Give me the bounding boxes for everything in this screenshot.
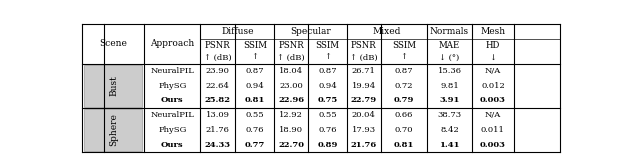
- Bar: [84, 109, 143, 151]
- Text: 22.64: 22.64: [205, 82, 230, 90]
- Text: PhySG: PhySG: [158, 82, 186, 90]
- Text: NeuralPIL: NeuralPIL: [150, 67, 194, 75]
- Text: 0.89: 0.89: [317, 141, 338, 149]
- Text: 8.42: 8.42: [440, 126, 459, 134]
- Text: MAE: MAE: [439, 41, 460, 50]
- Text: 38.73: 38.73: [438, 111, 461, 119]
- Text: 0.79: 0.79: [394, 97, 414, 105]
- Text: 0.76: 0.76: [318, 126, 337, 134]
- Text: 1.41: 1.41: [439, 141, 460, 149]
- Text: 22.70: 22.70: [278, 141, 304, 149]
- Text: 15.36: 15.36: [438, 67, 461, 75]
- Text: NeuralPIL: NeuralPIL: [150, 111, 194, 119]
- Text: 18.90: 18.90: [279, 126, 303, 134]
- Text: 0.77: 0.77: [244, 141, 265, 149]
- Text: 24.33: 24.33: [205, 141, 230, 149]
- Text: 0.87: 0.87: [246, 67, 264, 75]
- Text: N/A: N/A: [484, 67, 501, 75]
- Text: 0.76: 0.76: [246, 126, 264, 134]
- Text: 0.94: 0.94: [318, 82, 337, 90]
- Text: 0.81: 0.81: [394, 141, 414, 149]
- Text: 0.003: 0.003: [480, 141, 506, 149]
- Text: Mesh: Mesh: [481, 27, 506, 36]
- Text: 22.79: 22.79: [351, 97, 377, 105]
- Text: N/A: N/A: [484, 111, 501, 119]
- Text: 0.55: 0.55: [246, 111, 264, 119]
- Text: Sphere: Sphere: [109, 114, 118, 146]
- Text: 3.91: 3.91: [439, 97, 460, 105]
- Text: 21.76: 21.76: [351, 141, 377, 149]
- Text: Bust: Bust: [109, 75, 118, 96]
- Text: PSNR: PSNR: [351, 41, 376, 50]
- Text: 18.04: 18.04: [279, 67, 303, 75]
- Text: 22.96: 22.96: [278, 97, 305, 105]
- Text: 0.003: 0.003: [480, 97, 506, 105]
- Text: 0.70: 0.70: [395, 126, 413, 134]
- Text: 13.09: 13.09: [205, 111, 230, 119]
- Text: 0.011: 0.011: [481, 126, 505, 134]
- Text: 0.81: 0.81: [244, 97, 265, 105]
- Text: PhySG: PhySG: [158, 126, 186, 134]
- Text: 0.87: 0.87: [318, 67, 337, 75]
- Text: ↑: ↑: [324, 53, 331, 61]
- Text: 20.04: 20.04: [352, 111, 376, 119]
- Text: Diffuse: Diffuse: [221, 27, 253, 36]
- Text: 26.71: 26.71: [352, 67, 376, 75]
- Text: 0.012: 0.012: [481, 82, 505, 90]
- Text: Specular: Specular: [291, 27, 331, 36]
- Text: 0.66: 0.66: [395, 111, 413, 119]
- Text: Ours: Ours: [161, 141, 184, 149]
- Text: ↓: ↓: [490, 53, 497, 61]
- Text: 9.81: 9.81: [440, 82, 459, 90]
- Text: ↑: ↑: [401, 53, 408, 61]
- Bar: [84, 65, 143, 107]
- Text: ↓ (°): ↓ (°): [440, 53, 460, 61]
- Text: 21.76: 21.76: [205, 126, 230, 134]
- Text: SSIM: SSIM: [316, 41, 339, 50]
- Text: Approach: Approach: [150, 39, 195, 48]
- Text: SSIM: SSIM: [243, 41, 267, 50]
- Text: 25.82: 25.82: [205, 97, 230, 105]
- Text: SSIM: SSIM: [392, 41, 416, 50]
- Text: Ours: Ours: [161, 97, 184, 105]
- Text: PSNR: PSNR: [278, 41, 304, 50]
- Text: 12.92: 12.92: [279, 111, 303, 119]
- Text: ↑ (dB): ↑ (dB): [204, 53, 232, 61]
- Text: Mixed: Mixed: [373, 27, 401, 36]
- Text: 23.00: 23.00: [280, 82, 303, 90]
- Text: 0.94: 0.94: [246, 82, 264, 90]
- Text: ↑ (dB): ↑ (dB): [350, 53, 378, 61]
- Text: 0.75: 0.75: [317, 97, 338, 105]
- Text: Normals: Normals: [430, 27, 469, 36]
- Text: 0.72: 0.72: [395, 82, 413, 90]
- Text: ↑ (dB): ↑ (dB): [278, 53, 305, 61]
- Text: 17.93: 17.93: [351, 126, 376, 134]
- Text: PSNR: PSNR: [205, 41, 230, 50]
- Text: 0.55: 0.55: [318, 111, 337, 119]
- Text: Scene: Scene: [100, 39, 127, 48]
- Text: 19.94: 19.94: [351, 82, 376, 90]
- Text: 0.87: 0.87: [395, 67, 413, 75]
- Text: 23.90: 23.90: [205, 67, 230, 75]
- Text: ↑: ↑: [252, 53, 259, 61]
- Text: HD: HD: [486, 41, 500, 50]
